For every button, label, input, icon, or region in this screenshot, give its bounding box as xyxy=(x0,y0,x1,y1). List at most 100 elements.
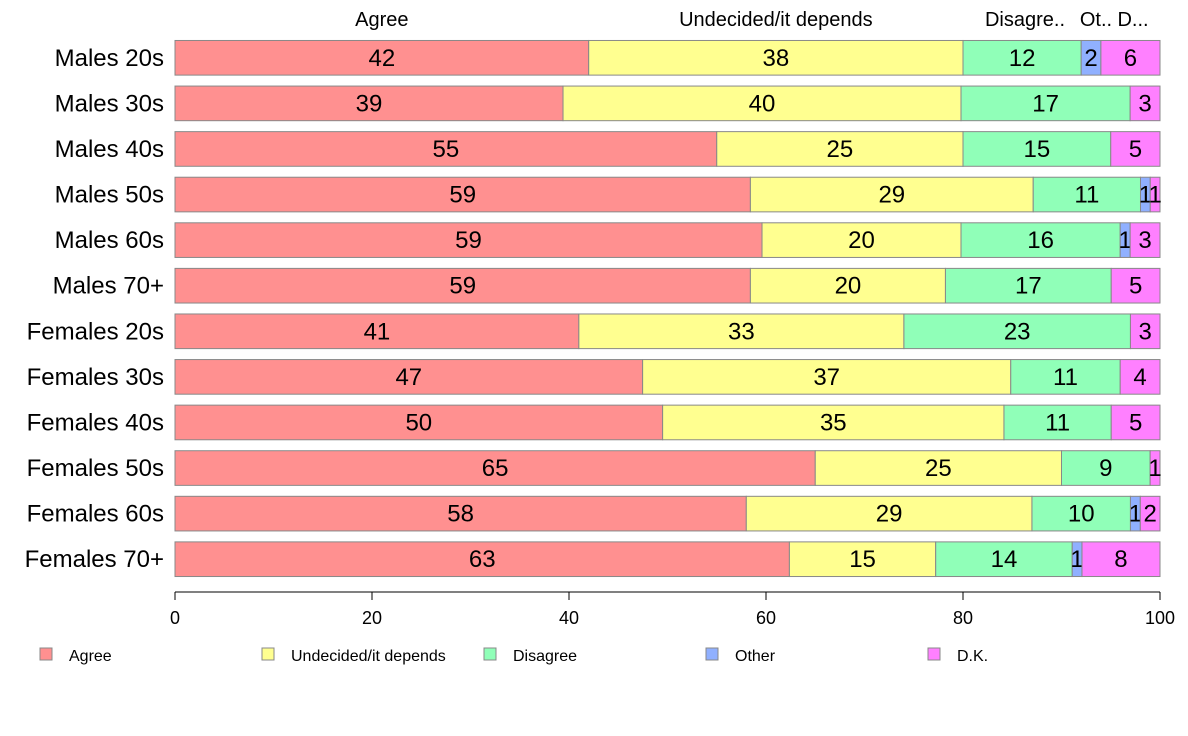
bar-segment-4-1 xyxy=(761,222,962,258)
bar-segment-7-1 xyxy=(642,359,1012,395)
category-label-5: Males 70+ xyxy=(53,273,164,300)
bar-segment-2-1 xyxy=(716,131,964,167)
x-tick-label-3: 60 xyxy=(756,608,776,628)
bar-segment-0-1 xyxy=(588,39,964,76)
data-label-5-0: 59 xyxy=(449,273,476,300)
bar-segment-5-1 xyxy=(749,267,946,304)
bar-segment-11-0 xyxy=(174,541,790,578)
data-label-4-2: 16 xyxy=(1027,227,1054,254)
data-label-2-2: 15 xyxy=(1024,136,1051,163)
data-label-1-4: 3 xyxy=(1138,90,1151,117)
data-label-3-2: 11 xyxy=(1074,182,1099,209)
data-label-2-0: 55 xyxy=(433,136,460,163)
data-label-7-2: 11 xyxy=(1053,364,1078,391)
data-label-5-1: 20 xyxy=(835,273,862,300)
data-label-0-0: 42 xyxy=(368,45,395,72)
bar-segment-1-1 xyxy=(562,85,962,122)
legend-swatch-1 xyxy=(261,647,275,661)
x-tick-label-0: 0 xyxy=(170,608,180,628)
category-label-6: Females 20s xyxy=(27,318,164,345)
data-label-4-3: 1 xyxy=(1118,227,1131,254)
data-label-4-0: 59 xyxy=(455,227,482,254)
bar-segment-5-0 xyxy=(174,267,751,304)
bar-segment-6-0 xyxy=(174,313,580,350)
bar-segment-4-0 xyxy=(174,222,763,258)
column-header-4: D... xyxy=(1117,9,1148,31)
data-label-7-0: 47 xyxy=(395,364,422,391)
data-label-8-0: 50 xyxy=(405,409,432,436)
bar-segment-2-0 xyxy=(174,131,718,167)
data-label-4-1: 20 xyxy=(848,227,875,254)
legend-swatch-4 xyxy=(927,647,941,661)
category-label-8: Females 40s xyxy=(27,409,164,436)
bar-segment-2-4 xyxy=(1110,131,1161,167)
category-label-7: Females 30s xyxy=(27,364,164,391)
bar-segment-3-0 xyxy=(174,176,751,213)
data-label-0-4: 6 xyxy=(1124,45,1137,72)
data-label-0-1: 38 xyxy=(762,45,789,72)
x-tick-label-1: 20 xyxy=(362,608,382,628)
bar-segment-8-0 xyxy=(174,404,664,441)
x-tick-label-2: 40 xyxy=(559,608,579,628)
column-header-0: Agree xyxy=(355,9,408,31)
legend-label-3: Other xyxy=(735,648,776,665)
data-label-8-1: 35 xyxy=(820,409,847,436)
x-tick-label-5: 100 xyxy=(1145,608,1175,628)
data-label-11-1: 15 xyxy=(849,546,876,573)
data-label-2-1: 25 xyxy=(827,136,854,163)
data-label-3-1: 29 xyxy=(878,182,905,209)
data-label-8-2: 11 xyxy=(1045,409,1070,436)
data-label-6-4: 3 xyxy=(1139,318,1152,345)
bar-segment-11-2 xyxy=(935,541,1073,578)
data-label-10-2: 10 xyxy=(1068,501,1095,528)
legend-label-1: Undecided/it depends xyxy=(291,648,446,665)
data-label-10-4: 2 xyxy=(1143,501,1156,528)
data-label-10-0: 58 xyxy=(447,501,474,528)
bar-segment-9-4 xyxy=(1149,450,1161,486)
bar-segment-3-2 xyxy=(1032,176,1141,213)
column-header-2: Disagre.. xyxy=(985,9,1065,31)
category-label-0: Males 20s xyxy=(55,45,164,72)
data-label-3-0: 59 xyxy=(449,182,476,209)
data-label-3-4: 1 xyxy=(1148,182,1161,209)
bar-segment-10-1 xyxy=(745,495,1033,532)
column-header-1: Undecided/it depends xyxy=(679,9,872,31)
bar-segment-1-4 xyxy=(1129,85,1161,122)
data-label-9-1: 25 xyxy=(925,455,952,482)
data-label-5-2: 17 xyxy=(1015,273,1042,300)
data-label-5-4: 5 xyxy=(1129,273,1142,300)
bar-segment-2-2 xyxy=(962,131,1112,167)
bar-segment-9-0 xyxy=(174,450,816,486)
data-label-3-3: 1 xyxy=(1139,182,1152,209)
category-label-1: Males 30s xyxy=(55,90,164,117)
bar-segment-4-4 xyxy=(1129,222,1161,258)
bar-segment-10-0 xyxy=(174,495,747,532)
data-label-11-4: 8 xyxy=(1114,546,1127,573)
bar-segment-3-1 xyxy=(749,176,1034,213)
bar-segment-3-4 xyxy=(1149,176,1161,213)
data-label-7-1: 37 xyxy=(813,364,840,391)
legend-swatch-3 xyxy=(705,647,719,661)
bar-segment-7-4 xyxy=(1119,359,1161,395)
bar-segment-8-4 xyxy=(1110,404,1161,441)
bar-segment-4-2 xyxy=(960,222,1121,258)
bar-segment-8-1 xyxy=(662,404,1005,441)
bar-segment-8-2 xyxy=(1003,404,1112,441)
data-label-1-2: 17 xyxy=(1032,90,1059,117)
data-label-10-3: 1 xyxy=(1129,501,1142,528)
data-label-6-1: 33 xyxy=(728,318,755,345)
bar-segment-11-4 xyxy=(1081,541,1161,578)
bar-segment-6-1 xyxy=(578,313,905,350)
bar-segment-10-4 xyxy=(1139,495,1161,532)
category-label-4: Males 60s xyxy=(55,227,164,254)
data-label-11-3: 1 xyxy=(1070,546,1083,573)
column-header-3: Ot.. xyxy=(1080,9,1112,31)
bar-segment-7-0 xyxy=(174,359,644,395)
data-label-9-0: 65 xyxy=(482,455,509,482)
data-label-7-4: 4 xyxy=(1133,364,1146,391)
bar-segment-5-4 xyxy=(1110,267,1161,304)
legend-swatch-2 xyxy=(483,647,497,661)
legend-swatch-0 xyxy=(39,647,53,661)
category-label-2: Males 40s xyxy=(55,136,164,163)
